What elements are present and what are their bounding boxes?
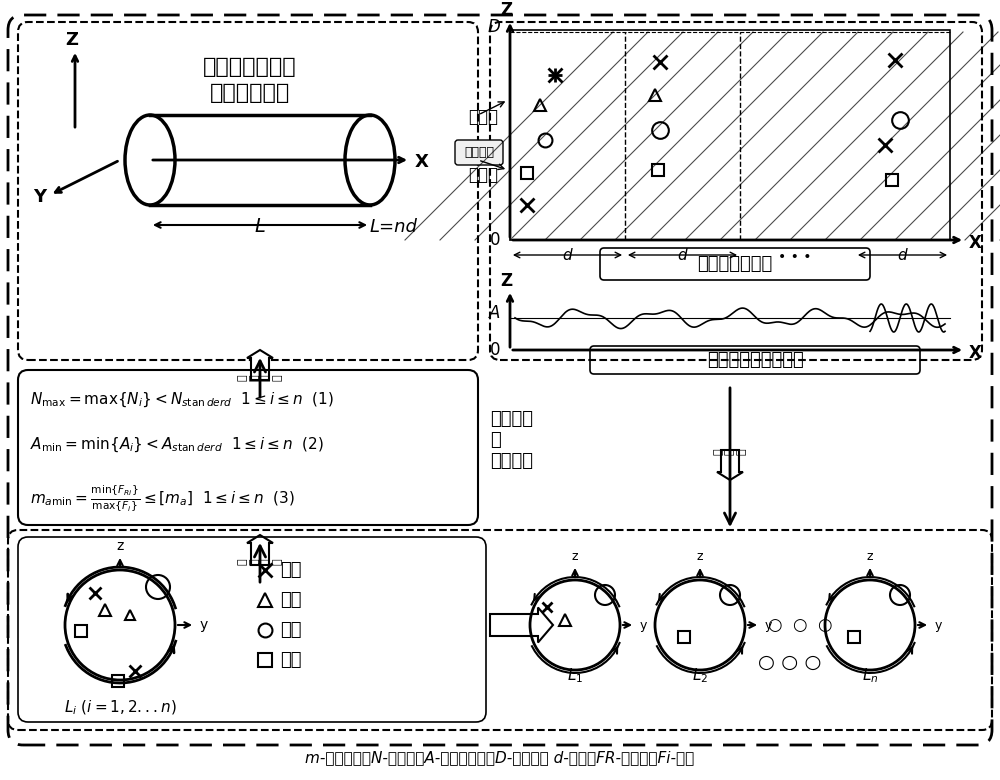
Text: 锈蚀: 锈蚀 — [280, 621, 302, 639]
Text: 视觉法: 视觉法 — [468, 108, 498, 126]
Text: 损
伤
量: 损 伤 量 — [713, 448, 747, 456]
Text: $L_1$: $L_1$ — [567, 666, 583, 685]
Text: 锂丝绳全绳累积
损伤可测模型: 锂丝绳全绳累积 损伤可测模型 — [203, 57, 297, 103]
Text: • • •: • • • — [778, 250, 812, 264]
Text: L=nd: L=nd — [370, 218, 418, 236]
Text: L: L — [255, 217, 265, 236]
Text: y: y — [765, 619, 772, 632]
Text: $L_i\ (i=1,2...n)$: $L_i\ (i=1,2...n)$ — [64, 698, 176, 717]
Text: Y: Y — [33, 188, 47, 206]
Text: X: X — [969, 344, 982, 362]
Text: 疲劳: 疲劳 — [280, 651, 302, 669]
Text: ○  ○  ○: ○ ○ ○ — [768, 616, 832, 634]
Text: 0: 0 — [490, 231, 500, 249]
Text: 加权融合
与
安全评价: 加权融合 与 安全评价 — [490, 410, 533, 470]
Text: 电磁法: 电磁法 — [468, 166, 498, 184]
FancyArrow shape — [247, 535, 273, 565]
Text: $L_2$: $L_2$ — [692, 666, 708, 685]
Text: Z: Z — [500, 1, 512, 19]
Text: 损伤类型与分布: 损伤类型与分布 — [697, 255, 773, 273]
Text: d: d — [897, 248, 907, 263]
Text: X: X — [415, 153, 429, 171]
Bar — [848, 631, 860, 643]
Text: d: d — [677, 248, 687, 263]
Text: 断丝: 断丝 — [280, 561, 302, 579]
Text: X: X — [969, 234, 982, 252]
Text: $N_{\max} = \max\{N_i\} < N_{s\tan derd}$  $1 \leq i \leq n$  (1): $N_{\max} = \max\{N_i\} < N_{s\tan derd}… — [30, 391, 334, 410]
Text: y: y — [935, 619, 942, 632]
Text: z: z — [867, 550, 873, 563]
Text: $m_{a\min} = \frac{\min\{F_{Ri}\}}{\max\{F_i\}} \leq [m_a]$  $1 \leq i \leq n$  : $m_{a\min} = \frac{\min\{F_{Ri}\}}{\max\… — [30, 484, 295, 512]
Text: m-安全系数，N-断丝数，A-有效截面积，D-绳直径， d-捩距，FR-破断力，Fi-张力: m-安全系数，N-断丝数，A-有效截面积，D-绳直径， d-捩距，FR-破断力，… — [305, 750, 695, 765]
FancyArrow shape — [490, 608, 553, 643]
Text: 损伤检测: 损伤检测 — [464, 146, 494, 158]
Text: $L_n$: $L_n$ — [862, 666, 878, 685]
Text: 0: 0 — [490, 341, 500, 359]
Text: ○ ○ ○: ○ ○ ○ — [758, 653, 822, 672]
Bar — [112, 675, 124, 687]
Text: d: d — [562, 248, 572, 263]
Bar — [510, 30, 950, 240]
Text: 剩余有效金属截面积: 剩余有效金属截面积 — [707, 351, 803, 369]
FancyArrow shape — [247, 350, 273, 380]
Text: y: y — [640, 619, 647, 632]
Text: z: z — [116, 539, 124, 553]
Bar — [678, 631, 690, 643]
FancyBboxPatch shape — [455, 140, 503, 165]
FancyArrow shape — [717, 450, 743, 480]
Text: D: D — [487, 18, 500, 36]
Text: 模
型
更
新: 模 型 更 新 — [238, 374, 282, 381]
Text: A: A — [489, 304, 500, 322]
Text: Z: Z — [66, 31, 78, 49]
Text: Z: Z — [500, 272, 512, 290]
Text: y: y — [200, 618, 208, 632]
Text: 安
全
评
价: 安 全 评 价 — [238, 558, 282, 566]
Bar — [75, 625, 87, 637]
Text: 磨损: 磨损 — [280, 591, 302, 609]
Text: $A_{\min} = \min\{A_i\} < A_{s\tan derd}$  $1 \leq i \leq n$  (2): $A_{\min} = \min\{A_i\} < A_{s\tan derd}… — [30, 436, 324, 454]
Text: z: z — [572, 550, 578, 563]
Text: z: z — [697, 550, 703, 563]
